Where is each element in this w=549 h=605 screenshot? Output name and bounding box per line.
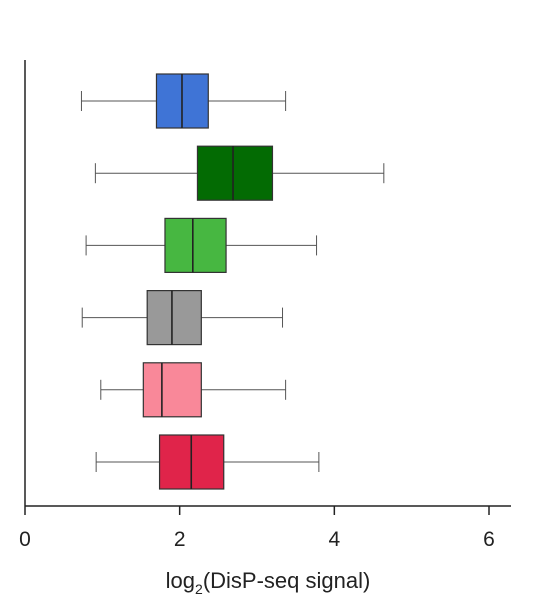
iqr-box [142,362,202,418]
box-group [95,434,320,490]
iqr-box [164,217,227,273]
x-axis-label-prefix: log [166,568,195,593]
x-tick-label: 2 [174,528,186,551]
x-tick-label: 4 [328,528,340,551]
box-group [81,290,284,346]
axes [24,60,511,507]
x-tick-label: 0 [19,528,31,551]
x-axis-ticks: 0 2 4 6 [19,506,495,551]
iqr-box [146,290,202,346]
box-group [100,362,287,418]
x-tick-label: 6 [483,528,495,551]
x-axis-label-suffix: (DisP-seq signal) [203,568,371,593]
box-group [80,73,287,129]
box-group [85,217,318,273]
box-series [80,73,385,490]
x-axis-label: log2(DisP-seq signal) [166,568,371,597]
x-axis-label-subscript: 2 [195,581,203,597]
box-group [94,145,385,201]
iqr-box [196,145,274,201]
